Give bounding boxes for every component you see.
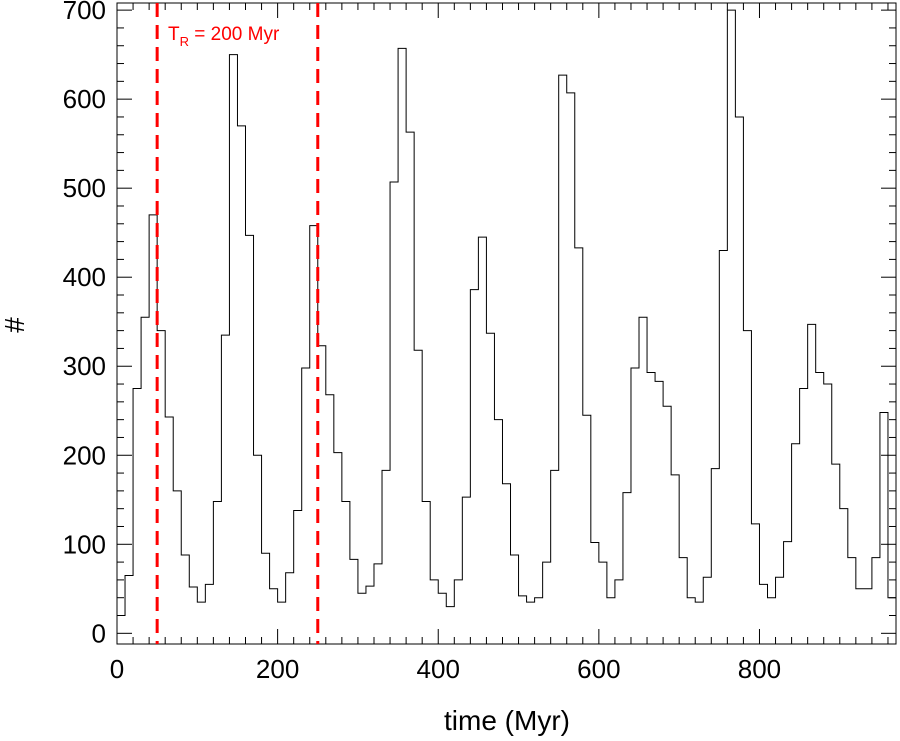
x-tick-label: 0 (110, 654, 124, 684)
y-tick-label: 700 (63, 0, 106, 25)
annotation-main: T (168, 24, 180, 45)
plot-frame (116, 2, 897, 645)
x-tick-label: 200 (256, 654, 299, 684)
annotation-period: TR = 200 Myr (168, 24, 280, 49)
y-tick-label: 600 (63, 84, 106, 114)
tick-labels: 0 200 400 600 800 0 100 200 300 400 500 600 700 (63, 0, 782, 684)
x-tick-label: 400 (417, 654, 460, 684)
x-axis-label: time (Myr) (444, 705, 570, 736)
y-tick-label: 400 (63, 262, 106, 292)
annotation-subscript: R (180, 34, 189, 49)
y-axis-label: # (0, 317, 30, 333)
y-tick-label: 500 (63, 173, 106, 203)
x-tick-label: 800 (738, 654, 781, 684)
reference-lines (155, 3, 320, 644)
axis-ticks (116, 3, 896, 644)
annotation-rest: = 200 Myr (189, 24, 280, 45)
y-tick-label: 300 (63, 351, 106, 381)
y-tick-label: 200 (63, 440, 106, 470)
series-step-line (117, 9, 896, 617)
y-tick-label: 0 (92, 618, 106, 648)
y-tick-label: 100 (63, 529, 106, 559)
x-tick-label: 600 (577, 654, 620, 684)
